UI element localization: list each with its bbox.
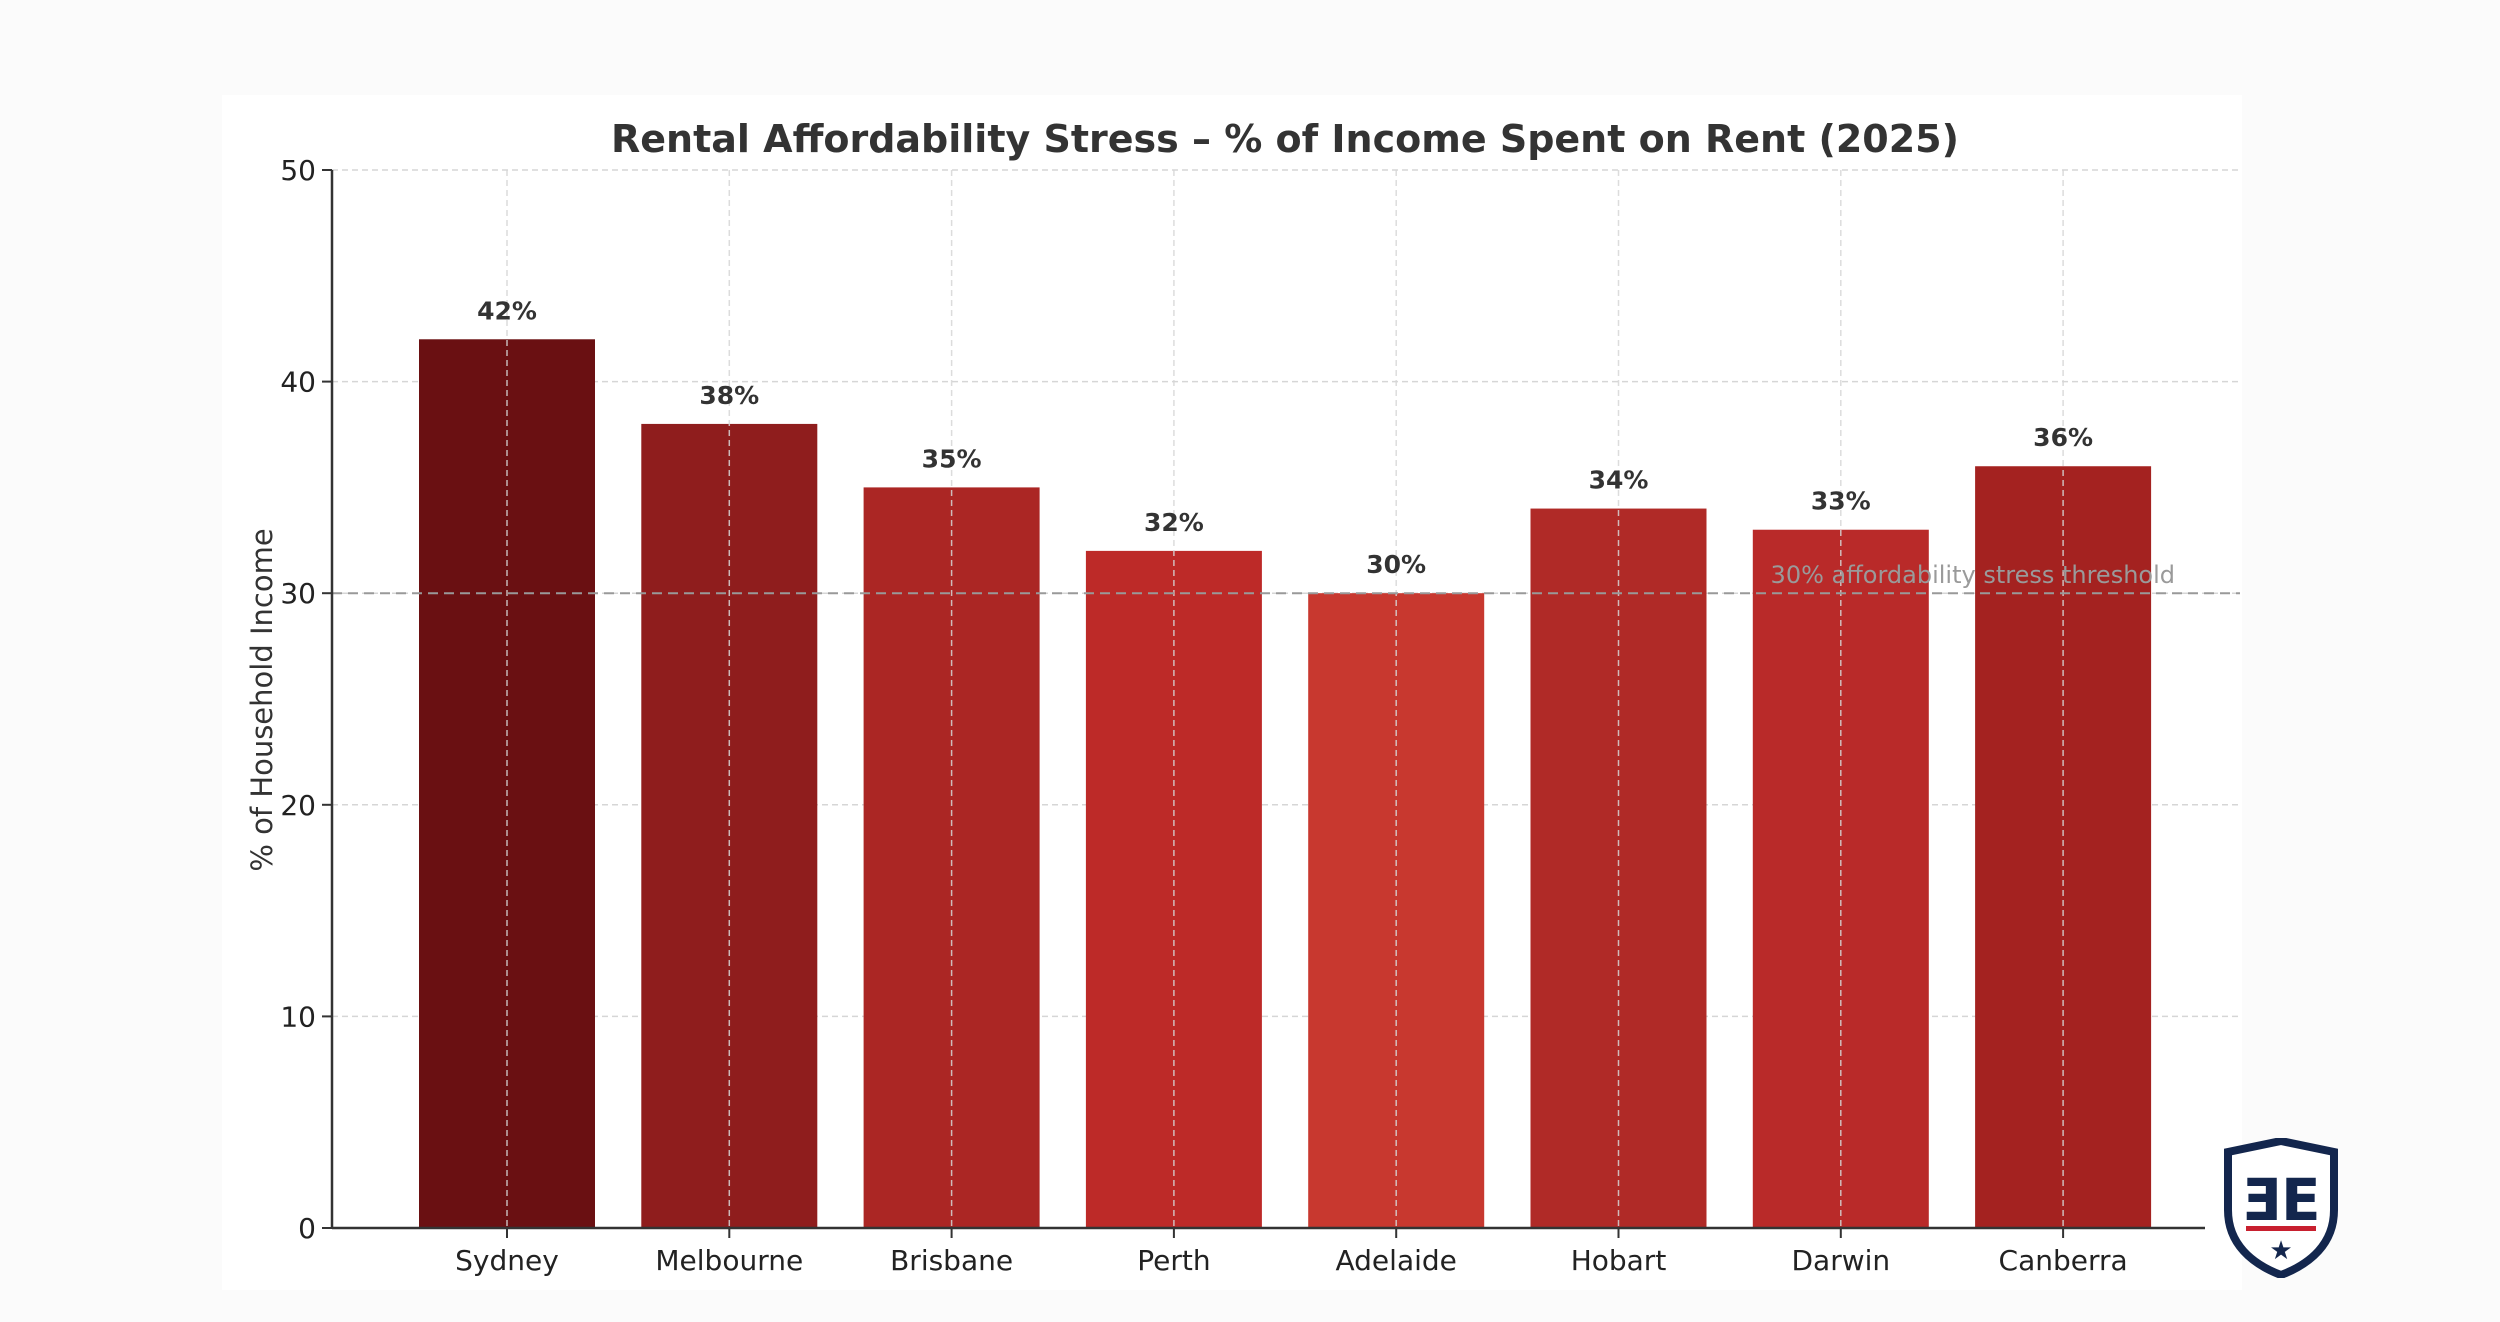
logo-stripe-icon <box>2246 1226 2316 1231</box>
y-tick-label: 0 <box>298 1212 316 1245</box>
x-tick-label: Perth <box>1137 1244 1210 1277</box>
y-tick-label: 20 <box>280 789 316 822</box>
logo-star-icon: ★ <box>2269 1236 2292 1266</box>
y-tick-label: 10 <box>280 1000 316 1033</box>
data-label: 36% <box>2033 423 2093 452</box>
bar-hobart <box>1530 508 1707 1228</box>
data-label: 34% <box>1589 466 1649 495</box>
x-tick-label: Hobart <box>1571 1244 1667 1277</box>
y-tick-label: 30 <box>280 577 316 610</box>
x-tick-label: Sydney <box>455 1244 559 1277</box>
shield-inner-icon <box>2238 1152 2324 1264</box>
data-label: 33% <box>1811 487 1871 516</box>
axes-layer <box>322 169 2205 1238</box>
y-tick-label: 50 <box>280 154 316 187</box>
brand-shield-logo: ƎE ★ <box>2224 1138 2338 1278</box>
data-label: 35% <box>922 444 982 473</box>
x-tick-label: Canberra <box>1999 1244 2128 1277</box>
logo-letters-icon: ƎE <box>2241 1166 2320 1234</box>
threshold-layer: 30% affordability stress threshold <box>332 561 2240 595</box>
data-label: 32% <box>1144 508 1204 537</box>
data-label: 42% <box>477 296 537 325</box>
labels-layer: 0 10 20 30 40 50 42% Sydney 38% Melbourne 35% Brisb… <box>280 154 2127 1277</box>
bar-brisbane <box>863 487 1040 1228</box>
chart-title: Rental Affordability Stress – % of Incom… <box>611 117 1959 161</box>
x-tick-label: Adelaide <box>1336 1244 1457 1277</box>
x-tick-label: Brisbane <box>890 1244 1013 1277</box>
vertical-grid-layer <box>506 170 2064 1228</box>
y-tick-label: 40 <box>280 366 316 399</box>
x-tick-label: Melbourne <box>655 1244 803 1277</box>
data-label: 38% <box>699 381 759 410</box>
x-tick-label: Darwin <box>1791 1244 1890 1277</box>
threshold-label: 30% affordability stress threshold <box>1771 561 2175 589</box>
y-axis-label: % of Household Income <box>245 528 279 871</box>
bars-layer <box>419 339 2152 1228</box>
data-label: 30% <box>1366 550 1426 579</box>
